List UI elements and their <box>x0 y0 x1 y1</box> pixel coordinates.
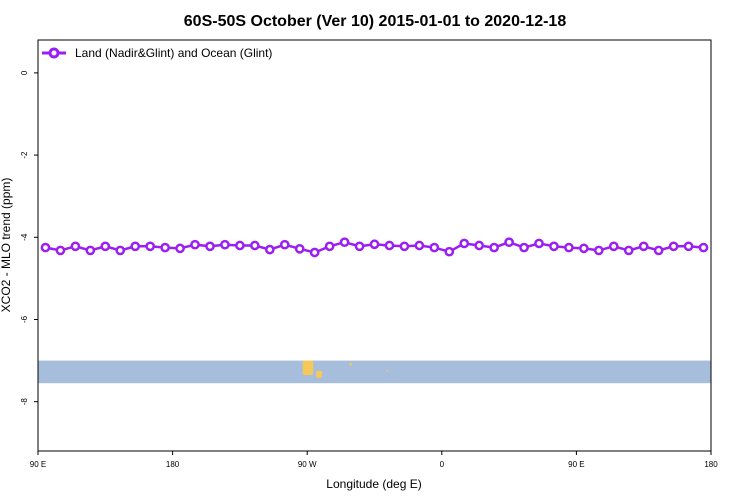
y-tick-label: -2 <box>20 151 29 159</box>
data-point <box>429 242 440 253</box>
data-point <box>534 238 544 249</box>
data-point <box>564 242 574 253</box>
series-layer <box>40 237 709 258</box>
land-region <box>302 360 314 375</box>
data-point <box>668 241 679 252</box>
data-point <box>653 245 664 256</box>
data-point <box>608 241 619 252</box>
land-region <box>349 363 353 366</box>
data-point <box>264 244 275 255</box>
legend-label: Land (Nadir&Glint) and Ocean (Glint) <box>75 46 272 60</box>
data-point <box>593 245 604 256</box>
data-point <box>354 241 365 252</box>
legend-marker <box>48 47 60 59</box>
data-point <box>579 243 589 254</box>
data-point <box>160 242 170 253</box>
x-tick-label: 90 E <box>30 460 46 469</box>
plot-frame <box>37 39 712 452</box>
data-point <box>250 240 260 251</box>
data-point <box>369 239 380 250</box>
x-tick-label: 90 E <box>568 460 584 469</box>
data-point <box>623 245 634 256</box>
data-point <box>175 243 185 254</box>
y-tick-label: -6 <box>20 315 29 323</box>
chart-title: 60S-50S October (Ver 10) 2015-01-01 to 2… <box>184 13 567 30</box>
ocean-band <box>38 360 711 384</box>
data-point <box>115 245 126 256</box>
data-point <box>444 246 455 257</box>
data-point <box>324 241 335 252</box>
data-point <box>100 241 111 252</box>
data-point <box>698 242 709 253</box>
data-point <box>235 240 245 251</box>
data-point <box>220 239 230 250</box>
y-axis-label: XCO2 - MLO trend (ppm) <box>0 178 13 313</box>
x-axis: 90 E 180 90 W 0 90 E 180 <box>30 451 718 469</box>
data-point <box>70 241 81 252</box>
data-point <box>683 241 694 252</box>
data-point <box>190 239 200 250</box>
land-region <box>386 369 388 372</box>
map-strip <box>38 360 711 384</box>
data-point <box>519 242 529 253</box>
x-axis-label: Longitude (deg E) <box>326 477 421 491</box>
legend: Land (Nadir&Glint) and Ocean (Glint) <box>42 46 272 60</box>
data-point <box>504 237 514 248</box>
data-point <box>414 240 425 251</box>
data-point <box>130 241 141 252</box>
data-point <box>294 243 305 254</box>
x-tick-label: 180 <box>166 460 180 469</box>
data-point <box>145 241 156 252</box>
x-tick-label: 180 <box>704 460 718 469</box>
data-point <box>40 242 51 253</box>
data-point <box>474 240 485 251</box>
y-tick-label: -8 <box>20 398 29 406</box>
data-point <box>339 237 350 248</box>
data-point <box>459 238 470 249</box>
data-point <box>279 239 290 250</box>
data-point <box>85 245 96 256</box>
data-point <box>55 245 66 256</box>
y-tick-label: 0 <box>20 70 29 75</box>
land-region <box>316 370 323 378</box>
x-tick-label: 90 W <box>298 460 317 469</box>
y-tick-label: -4 <box>20 233 29 241</box>
data-point <box>205 241 215 252</box>
data-point <box>549 241 559 252</box>
data-point <box>638 241 649 252</box>
data-point <box>489 242 499 253</box>
data-point <box>399 241 410 252</box>
x-tick-label: 0 <box>440 460 445 469</box>
data-point <box>384 240 395 251</box>
y-axis: 0 -2 -4 -6 -8 <box>20 70 38 405</box>
data-point <box>309 247 320 258</box>
